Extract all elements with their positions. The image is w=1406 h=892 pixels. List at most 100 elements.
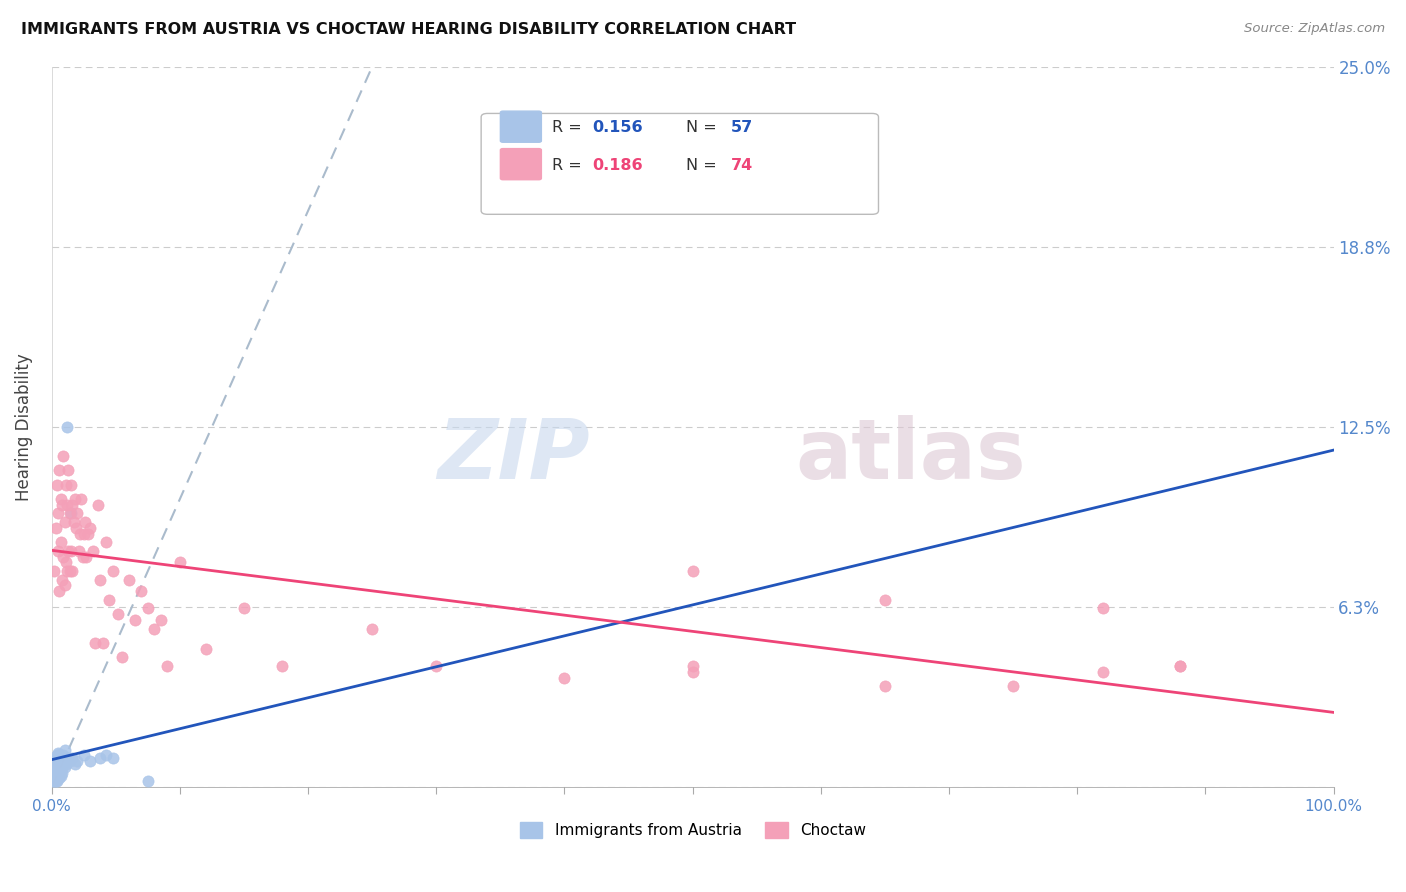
- Point: [48, 463, 70, 477]
- Point: [55, 757, 77, 772]
- Point: [45, 760, 67, 774]
- Point: [45, 765, 67, 780]
- Point: [94, 748, 117, 763]
- Point: [1002, 679, 1025, 693]
- Point: [873, 679, 896, 693]
- Point: [51, 754, 73, 768]
- Text: ZIP: ZIP: [437, 415, 591, 496]
- Point: [48, 772, 70, 786]
- Point: [52, 757, 75, 772]
- FancyBboxPatch shape: [481, 113, 879, 214]
- Point: [124, 613, 146, 627]
- Text: 0.156: 0.156: [593, 120, 644, 136]
- Point: [56, 564, 79, 578]
- Text: R =: R =: [551, 158, 586, 173]
- Point: [55, 555, 77, 569]
- Point: [46, 746, 69, 760]
- Point: [1091, 601, 1114, 615]
- Point: [194, 641, 217, 656]
- Point: [60, 564, 83, 578]
- Point: [60, 751, 83, 765]
- FancyBboxPatch shape: [501, 112, 541, 142]
- Point: [51, 498, 73, 512]
- Point: [45, 769, 67, 783]
- Point: [48, 754, 70, 768]
- Text: 57: 57: [731, 120, 754, 136]
- Point: [94, 535, 117, 549]
- Point: [44, 760, 66, 774]
- Point: [44, 564, 66, 578]
- Point: [82, 543, 104, 558]
- Point: [553, 671, 575, 685]
- Point: [59, 754, 82, 768]
- Point: [69, 526, 91, 541]
- Point: [45, 521, 67, 535]
- Point: [79, 521, 101, 535]
- Point: [49, 757, 72, 772]
- Point: [53, 760, 76, 774]
- Point: [58, 751, 80, 765]
- Point: [79, 754, 101, 768]
- Point: [361, 622, 384, 636]
- Point: [60, 498, 83, 512]
- Point: [52, 549, 75, 564]
- Point: [65, 521, 87, 535]
- Point: [73, 526, 96, 541]
- Point: [682, 659, 704, 673]
- Point: [682, 564, 704, 578]
- Point: [91, 636, 114, 650]
- Point: [45, 751, 67, 765]
- Text: 74: 74: [731, 158, 754, 173]
- Point: [1091, 665, 1114, 679]
- Point: [59, 506, 82, 520]
- Point: [156, 659, 179, 673]
- Point: [52, 449, 75, 463]
- Point: [1168, 659, 1191, 673]
- Point: [49, 491, 72, 506]
- Point: [70, 491, 93, 506]
- Point: [63, 491, 86, 506]
- Point: [58, 463, 80, 477]
- Text: N =: N =: [686, 120, 723, 136]
- Point: [46, 757, 69, 772]
- Point: [46, 772, 69, 786]
- Point: [53, 754, 76, 768]
- Point: [59, 564, 82, 578]
- Point: [51, 760, 73, 774]
- Text: N =: N =: [686, 158, 723, 173]
- Point: [49, 763, 72, 777]
- Point: [111, 650, 134, 665]
- Point: [75, 549, 97, 564]
- Point: [56, 420, 79, 434]
- Point: [118, 573, 141, 587]
- Point: [136, 774, 159, 789]
- Point: [44, 774, 66, 789]
- Point: [45, 763, 67, 777]
- Text: atlas: atlas: [796, 415, 1026, 496]
- Point: [873, 592, 896, 607]
- Y-axis label: Hearing Disability: Hearing Disability: [15, 353, 32, 500]
- Point: [52, 748, 75, 763]
- Point: [169, 555, 191, 569]
- Point: [46, 543, 69, 558]
- Point: [73, 748, 96, 763]
- Point: [233, 601, 256, 615]
- Text: R =: R =: [551, 120, 586, 136]
- Point: [271, 659, 294, 673]
- Point: [72, 549, 94, 564]
- Point: [49, 751, 72, 765]
- Point: [42, 765, 65, 780]
- Legend: Immigrants from Austria, Choctaw: Immigrants from Austria, Choctaw: [513, 816, 872, 845]
- Point: [45, 477, 67, 491]
- Point: [53, 742, 76, 756]
- FancyBboxPatch shape: [501, 149, 541, 179]
- Point: [45, 772, 67, 786]
- Point: [45, 774, 67, 789]
- Point: [89, 751, 111, 765]
- Point: [89, 573, 111, 587]
- Point: [1168, 659, 1191, 673]
- Point: [59, 506, 82, 520]
- Point: [76, 526, 98, 541]
- Point: [103, 751, 125, 765]
- Point: [46, 506, 69, 520]
